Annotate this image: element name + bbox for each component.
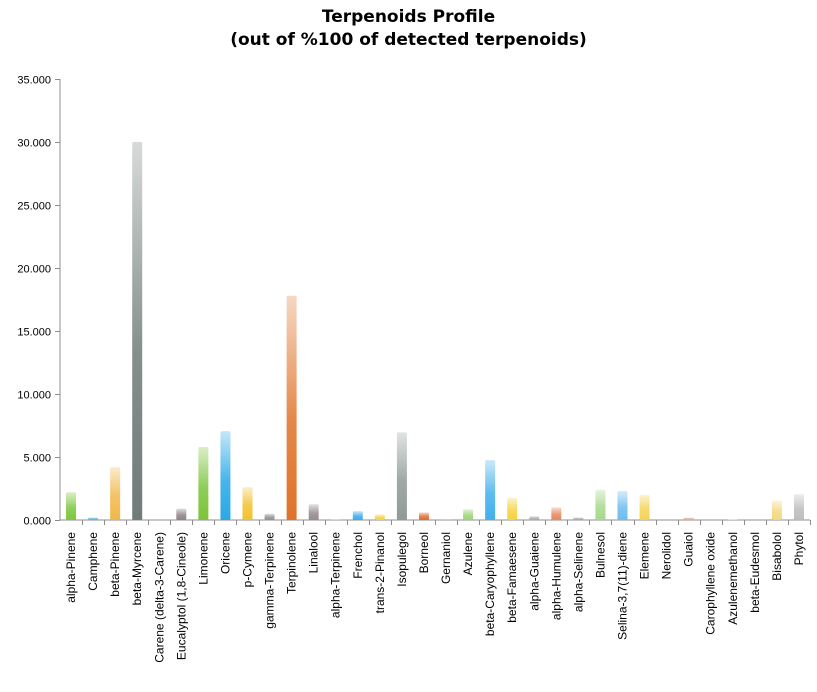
category-label: Azulenemethanol bbox=[726, 532, 740, 625]
y-tick-label: 0.000 bbox=[23, 516, 51, 528]
bars bbox=[66, 142, 804, 520]
y-tick-label: 35.000 bbox=[17, 75, 51, 87]
bar-linalool bbox=[308, 504, 319, 520]
category-label: Linalool bbox=[307, 532, 321, 573]
category-label: Camphene bbox=[86, 532, 100, 591]
bar-trans-2-pinanol bbox=[374, 514, 385, 520]
x-axis bbox=[60, 519, 811, 525]
category-label: Terpinolene bbox=[285, 532, 299, 594]
bar-beta-caryophyllene bbox=[485, 460, 496, 520]
category-label: Selina-3,7(11)-diene bbox=[616, 532, 630, 640]
y-tick-label: 10.000 bbox=[17, 390, 51, 402]
bar-azulene bbox=[463, 509, 474, 520]
category-label: Carophyllene oxide bbox=[704, 532, 718, 635]
category-label: Elemene bbox=[638, 532, 652, 580]
category-label: alpha-Terpinene bbox=[329, 532, 343, 618]
category-label: Oricene bbox=[218, 532, 232, 574]
category-label: alpha-Humulene bbox=[549, 532, 563, 620]
bar-beta-pinene bbox=[110, 467, 121, 520]
chart-title-line1: Terpenoids Profile bbox=[321, 7, 496, 27]
bar-eucalyptol-1-8-cineole bbox=[176, 508, 187, 520]
y-tick-label: 25.000 bbox=[17, 201, 51, 213]
category-label: alpha-Guaiene bbox=[527, 532, 541, 611]
bar-alpha-guaiene bbox=[529, 516, 540, 520]
category-label: Limonene bbox=[196, 532, 210, 585]
bar-bulnesol bbox=[595, 489, 606, 520]
category-label: beta-Eudesmol bbox=[748, 532, 762, 613]
y-tick-label: 20.000 bbox=[17, 264, 51, 276]
bar-alpha-pinene bbox=[66, 492, 77, 520]
bar-isopulegol bbox=[396, 432, 407, 520]
bar-bisabolol bbox=[771, 500, 782, 520]
category-label: p-Cymene bbox=[241, 532, 255, 588]
bar-beta-myrcene bbox=[132, 142, 143, 520]
y-tick-label: 5.000 bbox=[23, 453, 51, 465]
bar-alpha-humulene bbox=[551, 507, 562, 520]
category-label: Eucalyptol (1,8-Cineole) bbox=[174, 532, 188, 660]
category-label: beta-Famaesene bbox=[505, 532, 519, 623]
bar-terpinolene bbox=[286, 295, 297, 520]
category-label: Gernaniol bbox=[439, 532, 453, 584]
category-labels: alpha-Pinene Camphene beta-Pinene beta-Myrc… bbox=[64, 532, 806, 663]
category-label: Bulnesol bbox=[593, 532, 607, 578]
bar-alpha-selinene bbox=[573, 517, 584, 520]
category-label: Azulene bbox=[461, 532, 475, 576]
bar-gamma-terpinene bbox=[264, 513, 275, 520]
bar-gernaniol bbox=[441, 519, 452, 520]
category-label: Borneol bbox=[417, 532, 431, 573]
category-label: beta-Caryophyllene bbox=[483, 532, 497, 636]
category-label: Guaiol bbox=[682, 532, 696, 567]
category-label: gamma-Terpinene bbox=[263, 532, 277, 629]
bar-limonene bbox=[198, 446, 209, 520]
category-label: Carene (delta-3-Carene) bbox=[152, 532, 166, 663]
bar-azulenemethanol bbox=[727, 519, 738, 520]
category-label: Phytol bbox=[792, 532, 806, 565]
bar-beta-famaesene bbox=[507, 497, 518, 520]
category-label: beta-Myrcene bbox=[130, 532, 144, 606]
chart-title: Terpenoids Profile (out of %100 of detec… bbox=[0, 6, 817, 52]
bar-borneol bbox=[418, 512, 429, 520]
category-label: beta-Pinene bbox=[108, 532, 122, 597]
bar-phytol bbox=[793, 494, 804, 520]
category-label: Bisabolol bbox=[770, 532, 784, 581]
bar-guaiol bbox=[683, 517, 694, 520]
bar-camphene bbox=[88, 517, 99, 520]
y-axis: 0.000 5.000 10.000 15.000 20.000 25.000 30.000… bbox=[17, 75, 61, 528]
category-label: Isopulegol bbox=[395, 532, 409, 587]
bar-oricene bbox=[220, 431, 231, 520]
bar-elemene bbox=[639, 494, 650, 520]
bar-selina-3-7-11-diene bbox=[617, 491, 628, 520]
category-label: Nerolidol bbox=[660, 532, 674, 579]
bar-alpha-terpinene bbox=[330, 519, 341, 520]
y-tick-label: 30.000 bbox=[17, 138, 51, 150]
chart-subtitle: (out of %100 of detected terpenoids) bbox=[230, 30, 587, 50]
y-tick-label: 15.000 bbox=[17, 327, 51, 339]
category-label: alpha-Pinene bbox=[64, 532, 78, 603]
category-label: Frenchol bbox=[351, 532, 365, 579]
bar-frenchol bbox=[352, 511, 363, 520]
bar-p-cymene bbox=[242, 487, 253, 520]
category-label: alpha-Selinene bbox=[571, 532, 585, 612]
category-label: trans-2-Pinanol bbox=[373, 532, 387, 613]
